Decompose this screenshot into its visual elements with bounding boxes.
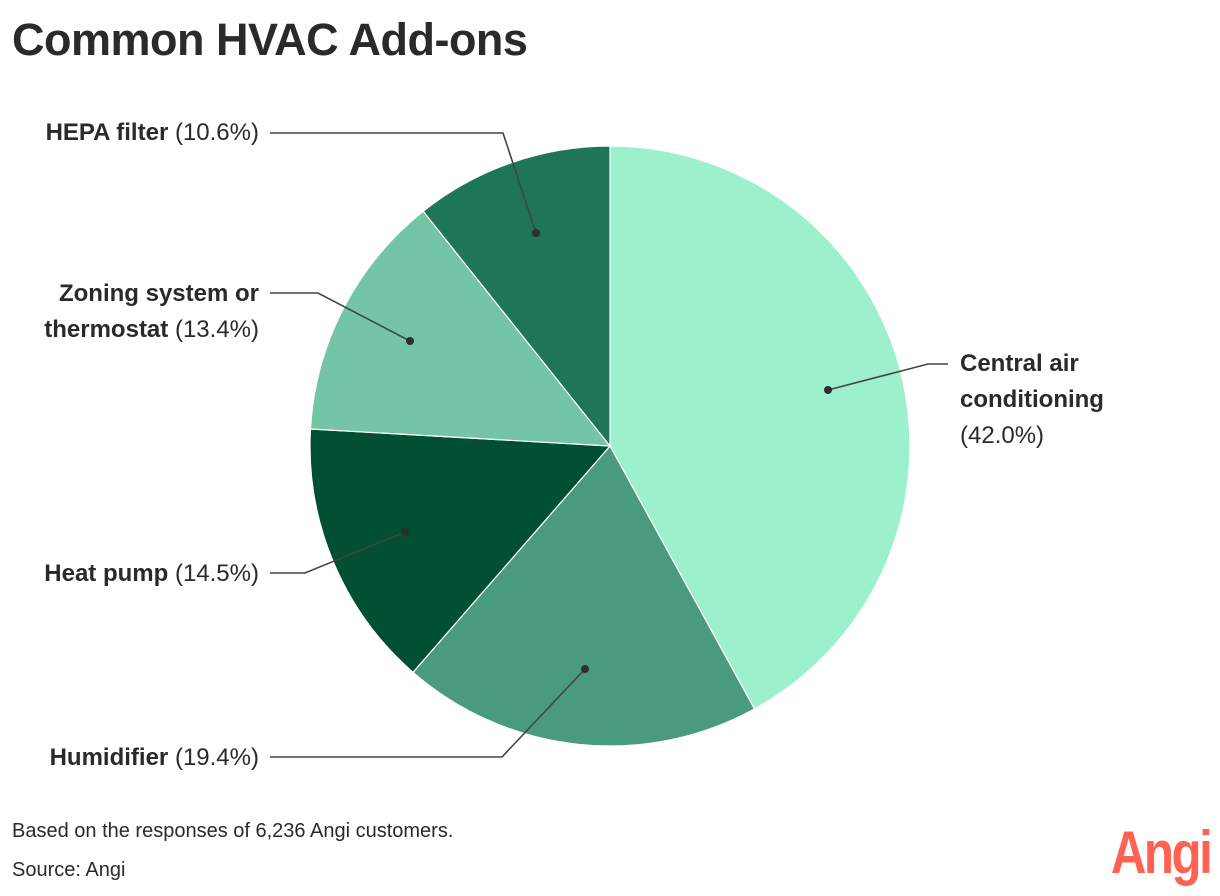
label-heat-pump-pct: (14.5%) <box>174 560 259 587</box>
leader-dots <box>401 229 832 673</box>
label-humidifier-pct: (19.4%) <box>174 744 259 771</box>
chart-title: Common HVAC Add-ons <box>12 14 528 65</box>
angi-logo: Angi <box>1110 819 1213 886</box>
source-note: Source: Angi <box>12 859 126 881</box>
label-humidifier-name: Humidifier <box>49 744 169 771</box>
dot-hepa <box>532 229 540 237</box>
label-hepa-name: HEPA filter <box>45 119 169 146</box>
slice-heat-pump <box>309 428 611 673</box>
dot-central-air <box>824 386 832 394</box>
slice-zoning <box>309 210 611 447</box>
slice-humidifier <box>412 445 756 747</box>
label-hepa-pct: (10.6%) <box>174 119 259 146</box>
footnote: Based on the responses of 6,236 Angi cus… <box>12 820 454 842</box>
slice-hepa <box>422 145 611 447</box>
label-heat-pump-name: Heat pump <box>44 560 169 587</box>
leader-hepa <box>270 132 537 234</box>
pie-slices <box>309 145 911 747</box>
label-central-air-name-1: Central air <box>960 350 1079 377</box>
leader-central-air <box>827 363 948 391</box>
label-humidifier: Humidifier (19.4%) <box>50 740 259 776</box>
leader-lines <box>270 132 948 758</box>
label-hepa: HEPA filter (10.6%) <box>46 115 259 151</box>
label-zoning-name-1: Zoning system or <box>58 280 259 307</box>
leader-humidifier <box>270 668 586 758</box>
label-central-air-pct: (42.0%) <box>960 422 1045 449</box>
label-zoning-pct: (13.4%) <box>174 316 259 343</box>
label-heat-pump: Heat pump (14.5%) <box>44 556 259 592</box>
leader-zoning <box>270 292 411 342</box>
label-zoning: Zoning system or thermostat (13.4%) <box>44 276 259 348</box>
label-zoning-name-2: thermostat <box>44 316 169 343</box>
label-central-air-name-2: conditioning <box>960 386 1104 413</box>
label-central-air: Central air conditioning (42.0%) <box>960 346 1104 454</box>
leader-heat-pump <box>270 531 406 574</box>
dot-heat-pump <box>401 528 409 536</box>
dot-humidifier <box>581 665 589 673</box>
dot-zoning <box>406 337 414 345</box>
